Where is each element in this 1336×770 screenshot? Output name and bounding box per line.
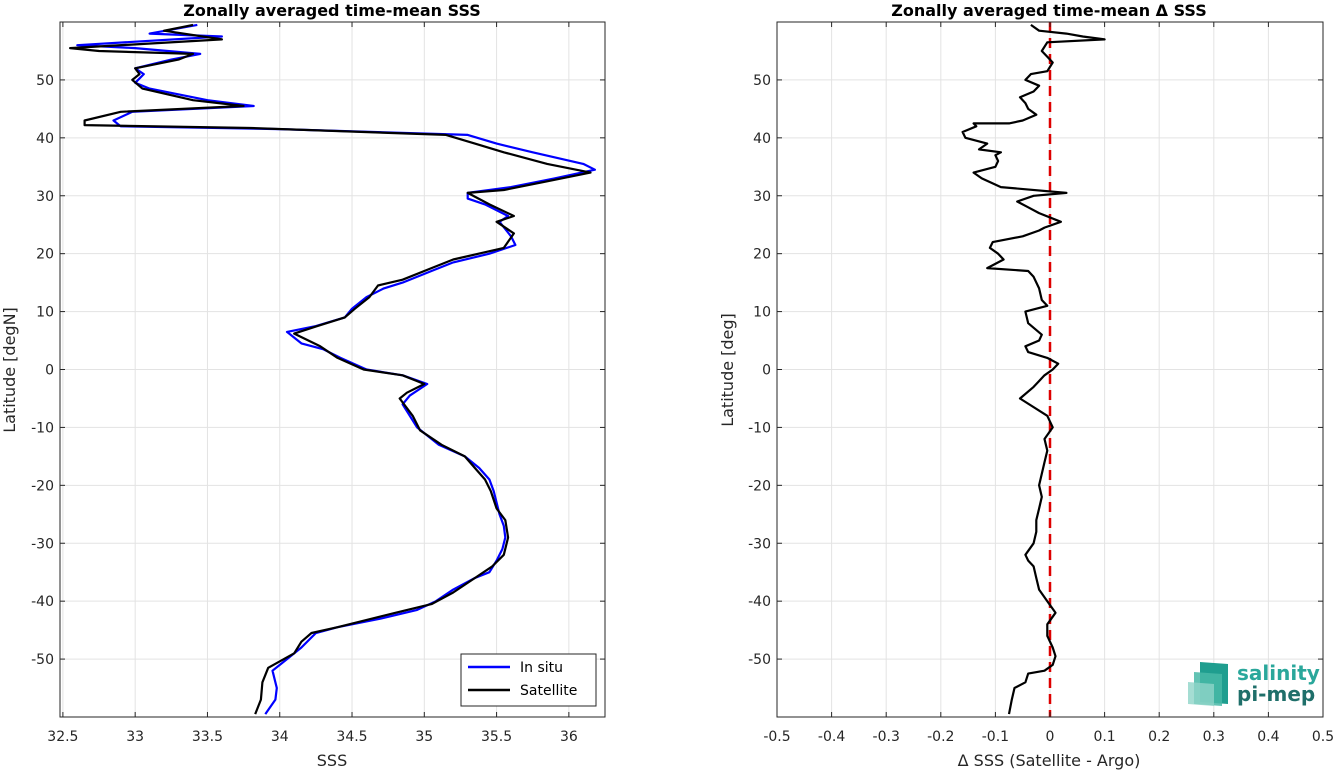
panel1-ylabel: Latitude [degN] (0, 307, 19, 433)
y-tick-label: -10 (748, 420, 771, 436)
y-tick-label: 40 (753, 131, 771, 147)
x-tick-label: -0.4 (818, 729, 845, 745)
logo-text-pi-mep: pi-mep (1237, 682, 1315, 706)
y-tick-label: 0 (762, 363, 771, 379)
y-tick-label: -20 (31, 478, 54, 494)
x-tick-label: 33 (126, 729, 144, 745)
x-tick-label: -0.3 (873, 729, 900, 745)
x-tick-label: 33.5 (192, 729, 223, 745)
x-tick-label: 34 (271, 729, 289, 745)
y-tick-label: -40 (748, 594, 771, 610)
panel1-xlabel: SSS (317, 751, 347, 770)
y-tick-label: 20 (753, 247, 771, 263)
x-tick-label: 32.5 (47, 729, 78, 745)
y-tick-label: 30 (753, 189, 771, 205)
x-tick-label: 35.5 (481, 729, 512, 745)
y-tick-label: 50 (36, 73, 54, 89)
legend-box (460, 653, 597, 707)
panel2-title: Zonally averaged time-mean Δ SSS (891, 1, 1207, 20)
x-tick-label: 34.5 (336, 729, 367, 745)
panel2-xlabel: Δ SSS (Satellite - Argo) (958, 751, 1141, 770)
y-tick-label: 50 (753, 73, 771, 89)
y-tick-label: -20 (748, 478, 771, 494)
legend: In situ Satellite (460, 653, 597, 707)
x-tick-label: 0.2 (1148, 729, 1170, 745)
x-tick-label: 0.1 (1093, 729, 1115, 745)
y-tick-label: 10 (753, 305, 771, 321)
y-tick-label: -10 (31, 420, 54, 436)
x-tick-label: -0.5 (763, 729, 790, 745)
series-line-delta-sss (961, 24, 1106, 715)
series-line-satellite (69, 23, 592, 715)
y-tick-label: -40 (31, 594, 54, 610)
x-tick-label: -0.1 (982, 729, 1009, 745)
salinity-pi-mep-logo: salinity pi-mep (1188, 661, 1320, 706)
x-tick-label: 0 (1046, 729, 1055, 745)
x-tick-label: 36 (560, 729, 578, 745)
y-tick-label: 10 (36, 305, 54, 321)
x-tick-label: 35 (415, 729, 433, 745)
legend-label-satellite: Satellite (520, 683, 577, 699)
y-tick-label: 30 (36, 189, 54, 205)
y-tick-label: -30 (748, 536, 771, 552)
y-tick-label: -50 (748, 652, 771, 668)
x-tick-label: 0.4 (1257, 729, 1279, 745)
x-tick-label: -0.2 (927, 729, 954, 745)
y-tick-label: 0 (45, 363, 54, 379)
panel2-ylabel: Latitude [deg] (718, 313, 737, 427)
y-tick-label: 20 (36, 247, 54, 263)
x-tick-label: 0.3 (1203, 729, 1225, 745)
y-tick-label: -30 (31, 536, 54, 552)
x-tick-label: 0.5 (1312, 729, 1334, 745)
logo-waves-icon (1188, 662, 1228, 706)
y-tick-label: -50 (31, 652, 54, 668)
logo-text-salinity: salinity (1237, 661, 1320, 685)
y-tick-label: 40 (36, 131, 54, 147)
panel-delta-sss: Zonally averaged time-mean Δ SSS Δ SSS (… (718, 1, 1334, 770)
legend-label-in-situ: In situ (520, 660, 563, 676)
panel1-title: Zonally averaged time-mean SSS (183, 1, 481, 20)
